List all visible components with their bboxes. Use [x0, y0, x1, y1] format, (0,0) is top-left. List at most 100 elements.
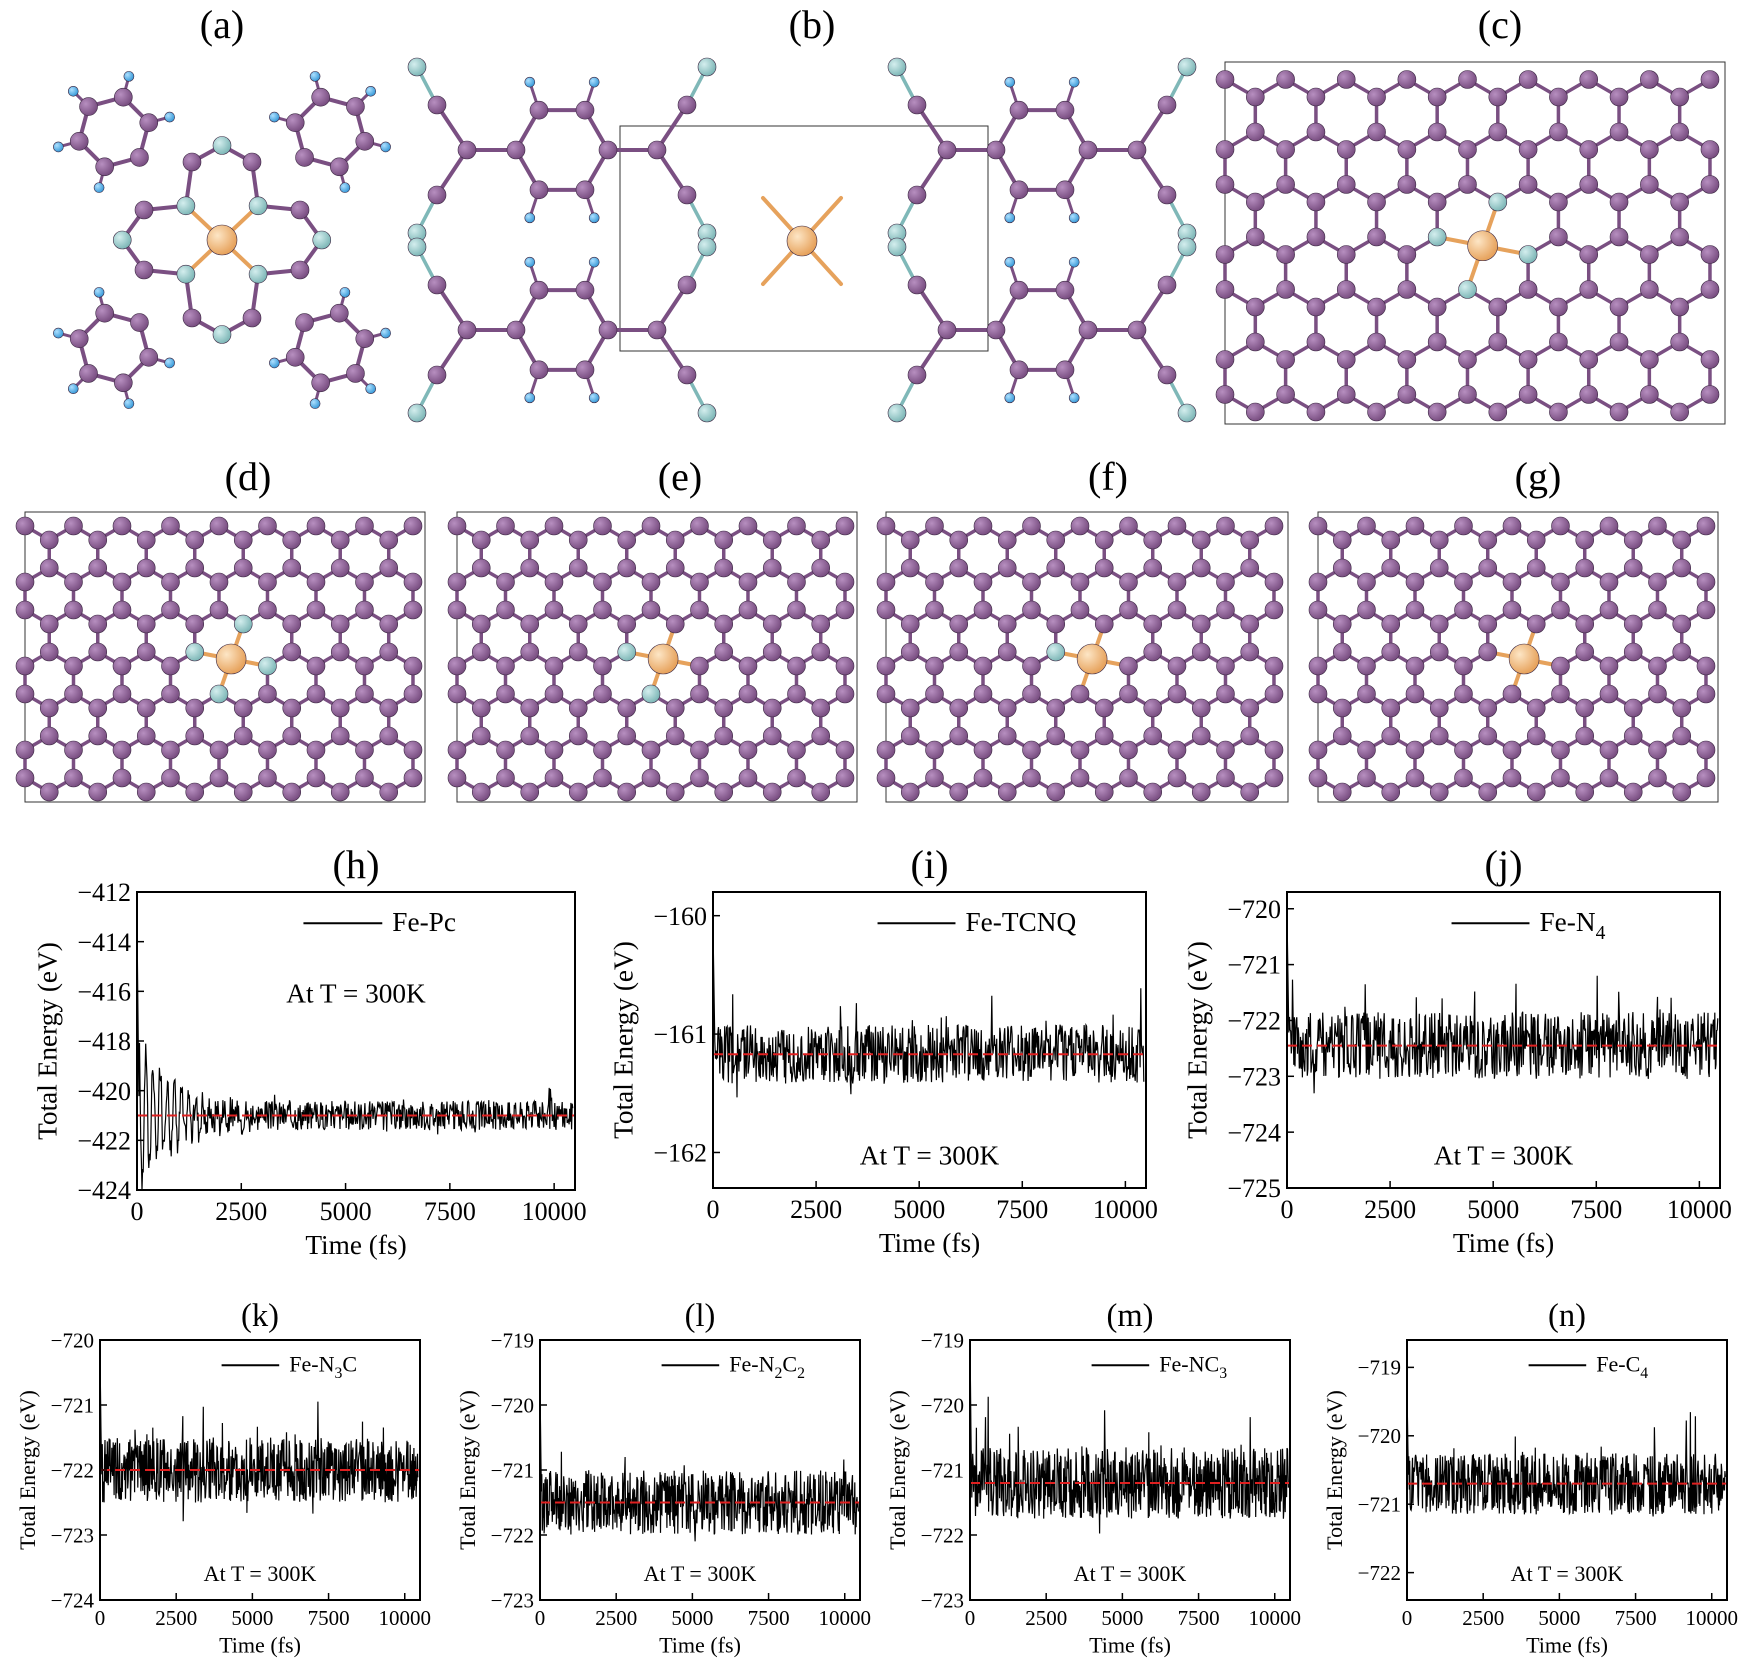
carbon-atom	[762, 614, 782, 634]
carbon-atom	[973, 516, 993, 536]
carbon-atom	[1640, 70, 1659, 89]
carbon-atom	[1070, 600, 1090, 620]
carbon-atom	[1022, 516, 1041, 536]
carbon-atom	[355, 740, 374, 760]
carbon-atom	[1143, 558, 1163, 578]
carbon-atom	[1397, 385, 1417, 404]
carbon-atom	[88, 698, 108, 718]
x-tick-label: 7500	[1570, 1195, 1622, 1224]
carbon-atom	[209, 600, 229, 620]
carbon-atom	[1191, 614, 1211, 634]
carbon-atom	[900, 782, 920, 802]
carbon-atom	[762, 558, 782, 578]
panel-label: (m)	[1107, 1298, 1154, 1334]
carbon-atom	[1478, 782, 1498, 802]
carbon-atom	[136, 726, 156, 746]
carbon-atom	[1357, 684, 1376, 704]
y-tick-label: −420	[77, 1077, 131, 1106]
hydrogen-atom	[524, 256, 536, 268]
nitrogen-atom	[697, 403, 717, 423]
carbon-atom	[1143, 642, 1163, 662]
nitrogen-atom	[1177, 403, 1197, 423]
y-axis-label: Total Energy (eV)	[1322, 1390, 1347, 1550]
carbon-atom	[1397, 175, 1417, 194]
carbon-atom	[738, 684, 758, 704]
carbon-atom	[811, 698, 831, 718]
nitrogen-atom	[1518, 245, 1538, 264]
carbon-atom	[973, 768, 993, 788]
carbon-atom	[598, 320, 618, 340]
carbon-atom	[1357, 768, 1376, 788]
carbon-atom	[1488, 332, 1508, 352]
carbon-atom	[1276, 70, 1295, 89]
carbon-atom	[973, 656, 993, 676]
carbon-atom	[1246, 297, 1265, 317]
structure-panel-label: (f)	[1088, 454, 1128, 499]
carbon-atom	[997, 782, 1017, 802]
x-tick-label: 7500	[1615, 1606, 1657, 1630]
carbon-atom	[1427, 402, 1447, 422]
carbon-atom	[1427, 297, 1447, 317]
carbon-atom	[471, 726, 491, 746]
carbon-atom	[762, 726, 782, 746]
carbon-atom	[665, 614, 685, 634]
carbon-atom	[1429, 558, 1449, 578]
carbon-atom	[112, 656, 132, 676]
nitrogen-atom	[887, 237, 907, 257]
carbon-atom	[64, 516, 83, 536]
carbon-atom	[1167, 684, 1187, 704]
carbon-atom	[690, 768, 709, 788]
carbon-atom	[1308, 656, 1328, 676]
carbon-atom	[1009, 280, 1029, 300]
carbon-atom	[1427, 122, 1447, 142]
carbon-atom	[1094, 782, 1114, 802]
carbon-atom	[1551, 516, 1570, 536]
carbon-atom	[1575, 614, 1595, 634]
carbon-atom	[714, 614, 734, 634]
carbon-atom	[427, 185, 447, 205]
carbon-atom	[690, 656, 709, 676]
carbon-atom	[1143, 726, 1163, 746]
carbon-atom	[1055, 360, 1075, 380]
carbon-atom	[714, 782, 734, 802]
legend-label: Fe-Pc	[392, 907, 456, 937]
nitrogen-atom	[1046, 642, 1066, 662]
x-tick-label: 0	[535, 1606, 546, 1630]
carbon-atom	[677, 95, 697, 115]
carbon-atom	[427, 365, 447, 385]
carbon-atom	[64, 684, 83, 704]
unit-cell-box	[619, 125, 989, 352]
x-tick-label: 0	[131, 1197, 144, 1226]
carbon-atom	[690, 684, 709, 704]
hydrogen-atom	[53, 327, 64, 339]
carbon-atom	[811, 614, 831, 634]
carbon-atom	[738, 572, 758, 592]
carbon-atom	[677, 365, 697, 385]
carbon-atom	[1078, 320, 1098, 340]
carbon-atom	[355, 684, 374, 704]
y-tick-label: −721	[921, 1458, 964, 1482]
carbon-atom	[1478, 726, 1498, 746]
carbon-atom	[1276, 350, 1295, 369]
carbon-atom	[1070, 768, 1090, 788]
x-tick-label: 0	[965, 1606, 976, 1630]
carbon-atom	[1357, 656, 1376, 676]
carbon-atom	[1094, 530, 1114, 550]
carbon-atom	[379, 782, 399, 802]
carbon-atom	[1648, 768, 1667, 788]
carbon-atom	[949, 558, 969, 578]
carbon-atom	[379, 530, 399, 550]
carbon-atom	[762, 782, 782, 802]
carbon-atom	[1308, 684, 1328, 704]
carbon-atom	[282, 614, 302, 634]
carbon-atom	[1549, 297, 1568, 317]
carbon-atom	[471, 698, 491, 718]
carbon-atom	[1240, 782, 1260, 802]
carbon-atom	[714, 558, 734, 578]
carbon-atom	[900, 698, 920, 718]
carbon-atom	[1157, 95, 1177, 115]
carbon-atom	[114, 373, 133, 393]
carbon-atom	[1381, 558, 1401, 578]
carbon-atom	[1022, 656, 1041, 676]
legend-label: Fe-N4	[1539, 907, 1605, 944]
